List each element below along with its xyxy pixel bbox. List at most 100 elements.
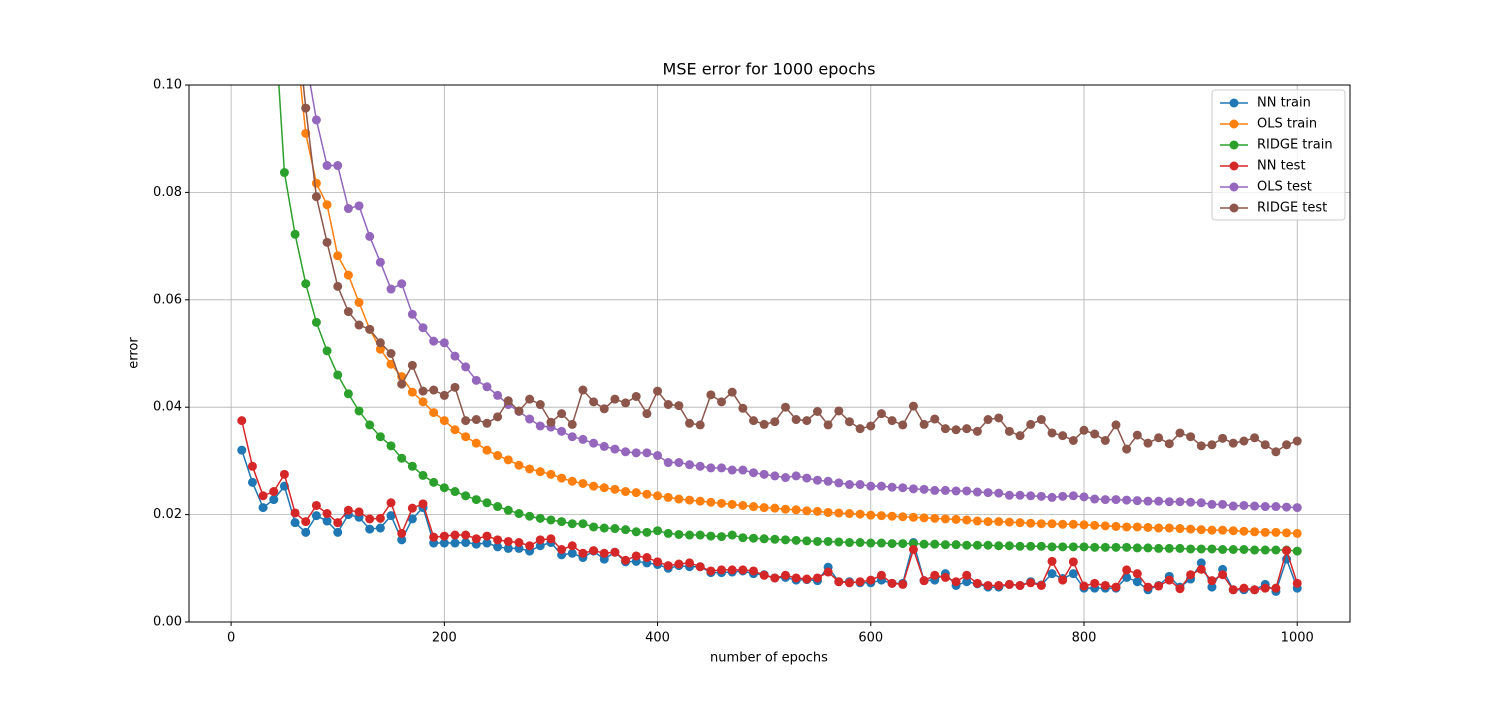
- series-marker: [759, 469, 769, 479]
- series-marker: [1026, 419, 1036, 429]
- series-marker: [717, 532, 727, 542]
- series-marker: [780, 535, 790, 545]
- series-marker: [876, 538, 886, 548]
- series-marker: [1196, 564, 1206, 574]
- series-marker: [343, 307, 353, 317]
- series-marker: [503, 455, 513, 465]
- series-marker: [589, 546, 599, 556]
- legend: NN train OLS train RIDGE train NN test OLS t…: [1211, 89, 1346, 221]
- series-marker: [354, 297, 364, 307]
- series-marker: [471, 375, 481, 385]
- series-marker: [1154, 581, 1164, 591]
- series-marker: [514, 509, 524, 519]
- series-marker: [322, 237, 332, 247]
- series-marker: [1186, 432, 1196, 442]
- series-marker: [887, 539, 897, 549]
- series-marker: [876, 481, 886, 491]
- series-marker: [610, 524, 620, 534]
- series-marker: [983, 540, 993, 550]
- series-marker: [930, 485, 940, 495]
- series-marker: [1079, 492, 1089, 502]
- series-marker: [1164, 575, 1174, 585]
- legend-marker: [1229, 119, 1239, 129]
- series-marker: [578, 548, 588, 558]
- series-marker: [407, 503, 417, 513]
- series-marker: [535, 513, 545, 523]
- series-marker: [685, 418, 695, 428]
- series-marker: [866, 510, 876, 520]
- series-marker: [940, 485, 950, 495]
- series-marker: [1132, 522, 1142, 532]
- series-marker: [322, 509, 332, 519]
- series-marker: [301, 517, 311, 527]
- series-marker: [695, 562, 705, 572]
- series-marker: [418, 499, 428, 509]
- series-marker: [1100, 521, 1110, 531]
- series-marker: [567, 548, 577, 558]
- series-marker: [525, 511, 535, 521]
- series-marker: [663, 458, 673, 468]
- series-marker: [482, 382, 492, 392]
- series-marker: [439, 390, 449, 400]
- series-marker: [1100, 580, 1110, 590]
- series-marker: [1132, 569, 1142, 579]
- series-marker: [791, 505, 801, 515]
- series-marker: [375, 432, 385, 442]
- series-marker: [1292, 436, 1302, 446]
- series-marker: [482, 531, 492, 541]
- series-marker: [333, 281, 343, 291]
- series-marker: [1068, 435, 1078, 445]
- series-marker: [663, 561, 673, 571]
- series-marker: [738, 533, 748, 543]
- series-marker: [290, 229, 300, 239]
- series-marker: [802, 574, 812, 584]
- series-marker: [1068, 519, 1078, 529]
- series-marker: [407, 360, 417, 370]
- series-marker: [610, 547, 620, 557]
- series-marker: [322, 200, 332, 210]
- series-marker: [599, 441, 609, 451]
- series-marker: [727, 387, 737, 397]
- series-marker: [866, 575, 876, 585]
- series-marker: [674, 458, 684, 468]
- series-marker: [812, 573, 822, 583]
- series-marker: [1015, 580, 1025, 590]
- series-marker: [514, 406, 524, 416]
- series-marker: [621, 525, 631, 535]
- series-marker: [407, 514, 417, 524]
- series-marker: [311, 115, 321, 125]
- series-marker: [589, 438, 599, 448]
- series-marker: [780, 402, 790, 412]
- series-marker: [1282, 528, 1292, 538]
- series-marker: [962, 424, 972, 434]
- series-marker: [663, 400, 673, 410]
- series-marker: [525, 414, 535, 424]
- legend-label: NN test: [1257, 159, 1306, 174]
- series-marker: [1175, 524, 1185, 534]
- series-marker: [780, 570, 790, 580]
- series-marker: [1079, 542, 1089, 552]
- series-marker: [1207, 499, 1217, 509]
- series-marker: [514, 538, 524, 548]
- series-marker: [322, 346, 332, 356]
- series-marker: [812, 475, 822, 485]
- series-marker: [471, 415, 481, 425]
- series-marker: [791, 573, 801, 583]
- series-marker: [791, 415, 801, 425]
- legend-label: OLS test: [1257, 180, 1312, 195]
- series-marker: [1143, 543, 1153, 553]
- series-marker: [599, 404, 609, 414]
- series-marker: [855, 480, 865, 490]
- series-marker: [493, 412, 503, 422]
- series-marker: [674, 401, 684, 411]
- series-marker: [738, 403, 748, 413]
- x-tick-label: 800: [1072, 631, 1097, 646]
- legend-label: RIDGE train: [1257, 138, 1333, 153]
- series-marker: [1036, 541, 1046, 551]
- series-marker: [1122, 444, 1132, 454]
- series-marker: [621, 447, 631, 457]
- series-marker: [1015, 431, 1025, 441]
- y-tick-label: 0.08: [153, 185, 182, 200]
- series-marker: [1271, 527, 1281, 537]
- series-marker: [908, 545, 918, 555]
